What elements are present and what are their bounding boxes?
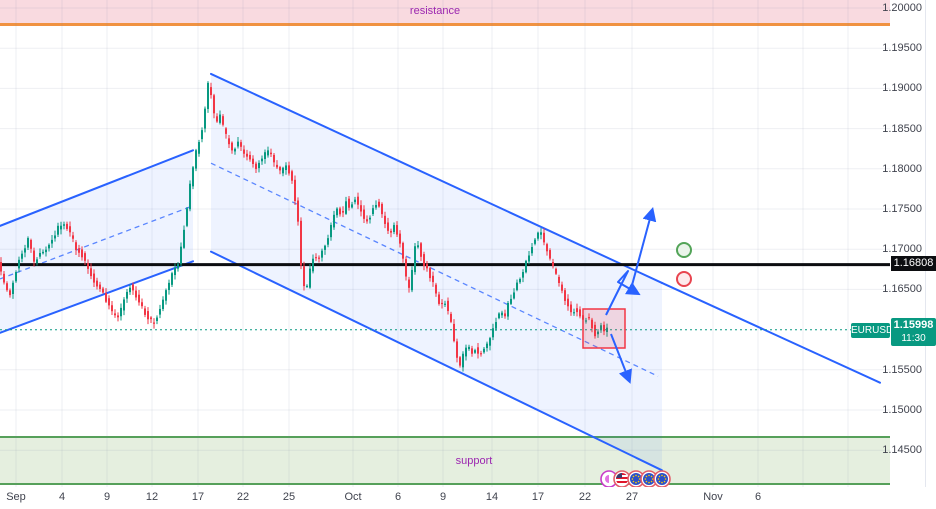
time-axis-label: 4: [58, 491, 66, 503]
highlight-rectangle[interactable]: [582, 308, 626, 349]
price-axis-label: 1.15500: [882, 363, 922, 376]
level-price-badge: 1.16808: [891, 256, 936, 271]
current-price-value: 1.15998: [893, 319, 934, 331]
channel-boundary-line[interactable]: [0, 149, 194, 227]
channel-midline[interactable]: [210, 162, 659, 377]
time-axis-label: 9: [439, 491, 447, 503]
price-axis-label: 1.18000: [882, 162, 922, 175]
price-axis-label: 1.19000: [882, 82, 922, 95]
time-axis[interactable]: Sep 4 9 12 17 22 25 Oct 6 9 14 17 22 27 Nov 6: [0, 487, 936, 509]
support-zone-label: support: [455, 455, 493, 467]
channel-boundary-line[interactable]: [210, 250, 663, 472]
price-axis-label: 1.17000: [882, 243, 922, 256]
price-axis-label: 1.17500: [882, 203, 922, 215]
breakout-up-arrow[interactable]: [630, 206, 657, 290]
time-axis-label: 6: [754, 491, 762, 503]
price-axis-label: 1.14500: [882, 444, 922, 457]
resistance-zone[interactable]: [0, 0, 890, 26]
time-axis-label: Nov: [703, 491, 723, 503]
channel-midline[interactable]: [0, 205, 194, 280]
price-axis-label: 1.18500: [882, 122, 922, 135]
zigzag-retest-arrow[interactable]: [605, 270, 641, 316]
channel-boundary-line[interactable]: [661, 281, 881, 384]
channel-fill: [0, 150, 193, 333]
drawing-annotations[interactable]: [582, 206, 692, 384]
price-axis-separator: [925, 0, 926, 487]
channel-boundary-line[interactable]: [0, 260, 194, 334]
event-icon-eu-flag[interactable]: [640, 470, 658, 488]
time-axis-label: 17: [531, 491, 545, 503]
time-axis-label: Sep: [6, 491, 26, 503]
economic-event-icons[interactable]: [600, 470, 671, 488]
time-axis-label: 14: [485, 491, 499, 503]
time-axis-label: 17: [191, 491, 205, 503]
symbol-badge: EURUSD: [851, 323, 894, 338]
current-price-time: 11:30: [901, 333, 926, 344]
time-axis-label: 12: [145, 491, 159, 503]
time-axis-label: 9: [103, 491, 111, 503]
price-axis-label: 1.20000: [882, 2, 922, 14]
time-axis-label: 25: [282, 491, 296, 503]
price-axis-label: 1.15000: [882, 404, 922, 416]
support-zone[interactable]: [0, 436, 890, 485]
ascending-channel[interactable]: [0, 149, 194, 334]
price-axis-label: 1.16500: [882, 283, 922, 296]
red-target-circle-icon[interactable]: [676, 271, 692, 287]
price-axis-label: 1.19500: [882, 42, 922, 55]
candlesticks: [0, 81, 608, 372]
event-icon-eu-flag[interactable]: [653, 470, 671, 488]
time-axis-label: 6: [394, 491, 402, 503]
breakdown-down-arrow[interactable]: [610, 333, 632, 384]
resistance-zone-label: resistance: [409, 5, 461, 17]
channel-boundary-line[interactable]: [210, 72, 663, 284]
descending-channel[interactable]: [210, 72, 881, 472]
price-axis[interactable]: 1.20000 1.19500 1.19000 1.18500 1.18000 1.175…: [882, 0, 936, 487]
time-axis-label: 27: [625, 491, 639, 503]
time-axis-label: Oct: [344, 491, 362, 503]
time-axis-label: 22: [578, 491, 592, 503]
current-price-badge: 1.15998 11:30: [891, 318, 936, 346]
trend-channels[interactable]: [0, 72, 881, 472]
channel-fill: [211, 73, 662, 471]
time-axis-label: 22: [236, 491, 250, 503]
green-target-circle-icon[interactable]: [676, 242, 692, 258]
event-icon-eu-flag[interactable]: [627, 470, 645, 488]
